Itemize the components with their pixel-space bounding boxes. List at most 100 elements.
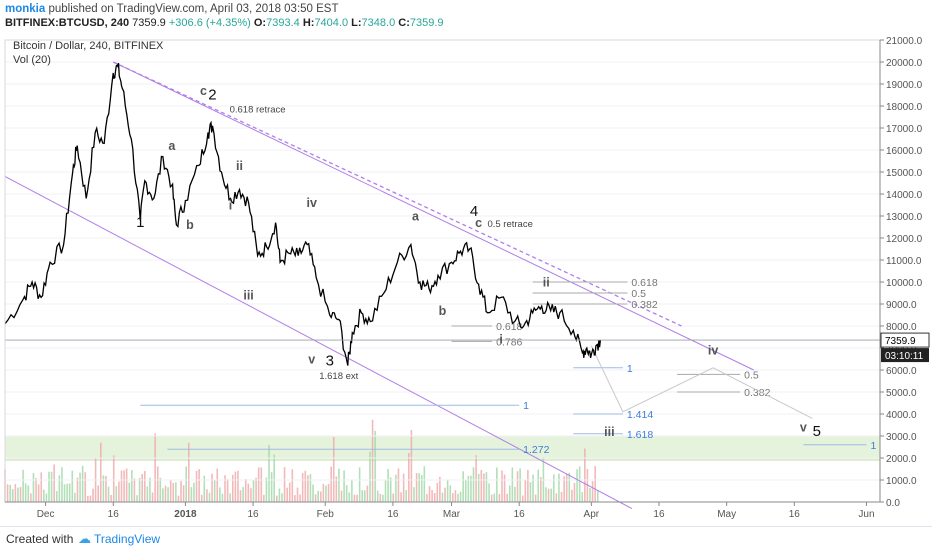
- y-tick-label: 6000.0: [886, 366, 917, 377]
- x-tick-label: 16: [248, 509, 260, 520]
- fib-level-label: 0.618: [631, 277, 657, 289]
- cloud-icon: ☁: [78, 531, 91, 546]
- wave-label: a: [168, 139, 176, 153]
- y-tick-label: 5000.0: [886, 388, 917, 399]
- brand-text: TradingView: [94, 532, 161, 546]
- fib-level-label: 0.382: [744, 387, 770, 399]
- y-tick-label: 11000.0: [886, 256, 922, 267]
- wave-label: 3: [326, 353, 334, 370]
- wave-label: iv: [306, 196, 316, 210]
- y-tick-label: 19000.0: [886, 80, 923, 91]
- wave-label: iii: [243, 289, 253, 303]
- wave-label: c: [200, 84, 207, 98]
- y-tick-label: 8000.0: [886, 322, 917, 333]
- wave-label: 1: [136, 214, 144, 231]
- wave-label: i: [229, 198, 232, 212]
- x-tick-label: 16: [387, 509, 399, 520]
- y-tick-label: 12000.0: [886, 234, 923, 245]
- wave-label: c: [475, 216, 482, 230]
- wave-label: a: [412, 209, 420, 223]
- y-tick-label: 21000.0: [886, 36, 923, 47]
- fib-level-label: 1: [870, 440, 876, 452]
- close-label: C:: [398, 17, 410, 29]
- fib-level-label: 0.786: [496, 336, 522, 348]
- wave-label: ii: [236, 159, 243, 173]
- wave-label: iv: [708, 344, 718, 358]
- fib-level-label: 0.5: [631, 288, 646, 300]
- y-tick-label: 10000.0: [886, 278, 923, 289]
- symbol-name[interactable]: BITFINEX:BTCUSD, 240: [5, 17, 130, 29]
- projection-path: [590, 345, 813, 419]
- chart-area[interactable]: 0.618 0.5 0.382 0.618 0.786 1 1.414 1.618 0.5 0.3…: [0, 32, 932, 526]
- x-tick-label: 16: [514, 509, 526, 520]
- symbol-line: BITFINEX:BTCUSD, 240 7359.9 +306.6 (+4.3…: [5, 17, 444, 29]
- price-line: [4, 62, 602, 366]
- fib-level-label: 0.618: [496, 321, 522, 333]
- wave-label: 1.618 ext: [319, 371, 358, 382]
- x-tick-label: 16: [108, 509, 120, 520]
- x-tick-label: 16: [653, 509, 665, 520]
- price-chart[interactable]: 0.6180.50.3820.6180.78611.4141.6180.50.3…: [0, 32, 932, 526]
- wave-label: v: [308, 352, 315, 366]
- y-tick-label: 20000.0: [886, 58, 923, 69]
- wave-label: b: [439, 304, 447, 318]
- publish-info: published on TradingView.com, April 03, …: [48, 3, 339, 15]
- x-tick-label: Mar: [443, 509, 461, 520]
- countdown-badge: [881, 348, 929, 363]
- y-tick-label: 3000.0: [886, 432, 917, 443]
- wave-label: ii: [543, 275, 550, 289]
- price-change: +306.6 (+4.35%): [168, 17, 251, 29]
- x-tick-label: May: [717, 509, 736, 520]
- fib-level-label: 1.414: [627, 409, 653, 421]
- last-price-label: 7359.9: [885, 336, 916, 347]
- wave-label: v: [800, 421, 807, 435]
- wave-label: b: [186, 218, 194, 232]
- high-value: 7404.0: [314, 17, 349, 29]
- y-tick-label: 17000.0: [886, 124, 923, 135]
- y-tick-label: 1000.0: [886, 476, 917, 487]
- y-tick-label: 4000.0: [886, 410, 917, 421]
- y-tick-label: 2000.0: [886, 454, 917, 465]
- fib-level-label: 1.272: [523, 444, 549, 456]
- fib-level-label: 0.382: [631, 299, 657, 311]
- x-tick-label: 2018: [174, 509, 197, 520]
- y-tick-label: 18000.0: [886, 102, 923, 113]
- y-tick-label: 16000.0: [886, 146, 923, 157]
- wave-label: 5: [813, 423, 821, 440]
- created-with-text: Created with: [6, 532, 74, 546]
- last-price-badge: [880, 332, 930, 348]
- countdown-label: 03:10:11: [885, 351, 924, 362]
- y-tick-label: 15000.0: [886, 168, 923, 179]
- y-tick-label: 9000.0: [886, 300, 917, 311]
- y-tick-label: 13000.0: [886, 212, 923, 223]
- channel-line: [4, 175, 633, 510]
- wave-label: 0.618 retrace: [230, 105, 286, 116]
- wave-label: i: [499, 333, 502, 347]
- low-label: L:: [351, 17, 362, 29]
- chart-title: Bitcoin / Dollar, 240, BITFINEX: [13, 40, 164, 52]
- chart-subtitle: Vol (20): [13, 54, 51, 66]
- y-tick-label: 14000.0: [886, 190, 923, 201]
- plot-frame: [4, 39, 881, 503]
- open-value: 7393.4: [266, 17, 300, 29]
- author-link[interactable]: monkia: [5, 3, 46, 15]
- tradingview-logo[interactable]: ☁ TradingView: [78, 531, 160, 547]
- fib-level-label: 1.618: [627, 429, 653, 441]
- fib-level-label: 0.5: [744, 369, 759, 381]
- fib-level-label: 1: [523, 400, 529, 412]
- wave-label: 0.5 retrace: [487, 219, 532, 230]
- chart-header: monkia published on TradingView.com, Apr…: [0, 0, 932, 31]
- x-tick-label: Jun: [858, 509, 874, 520]
- y-tick-label: 0.0: [886, 498, 900, 509]
- open-label: O:: [253, 17, 267, 29]
- channel-line: [113, 61, 754, 371]
- publish-line: monkia published on TradingView.com, Apr…: [5, 3, 339, 15]
- x-tick-label: Apr: [584, 509, 600, 520]
- x-tick-label: 16: [789, 509, 801, 520]
- wave-label: 2: [208, 86, 216, 103]
- last-price: 7359.9: [132, 17, 166, 29]
- x-tick-label: Dec: [37, 509, 55, 520]
- wave-label: 4: [470, 203, 478, 220]
- low-value: 7348.0: [361, 17, 396, 29]
- x-tick-label: Feb: [317, 509, 335, 520]
